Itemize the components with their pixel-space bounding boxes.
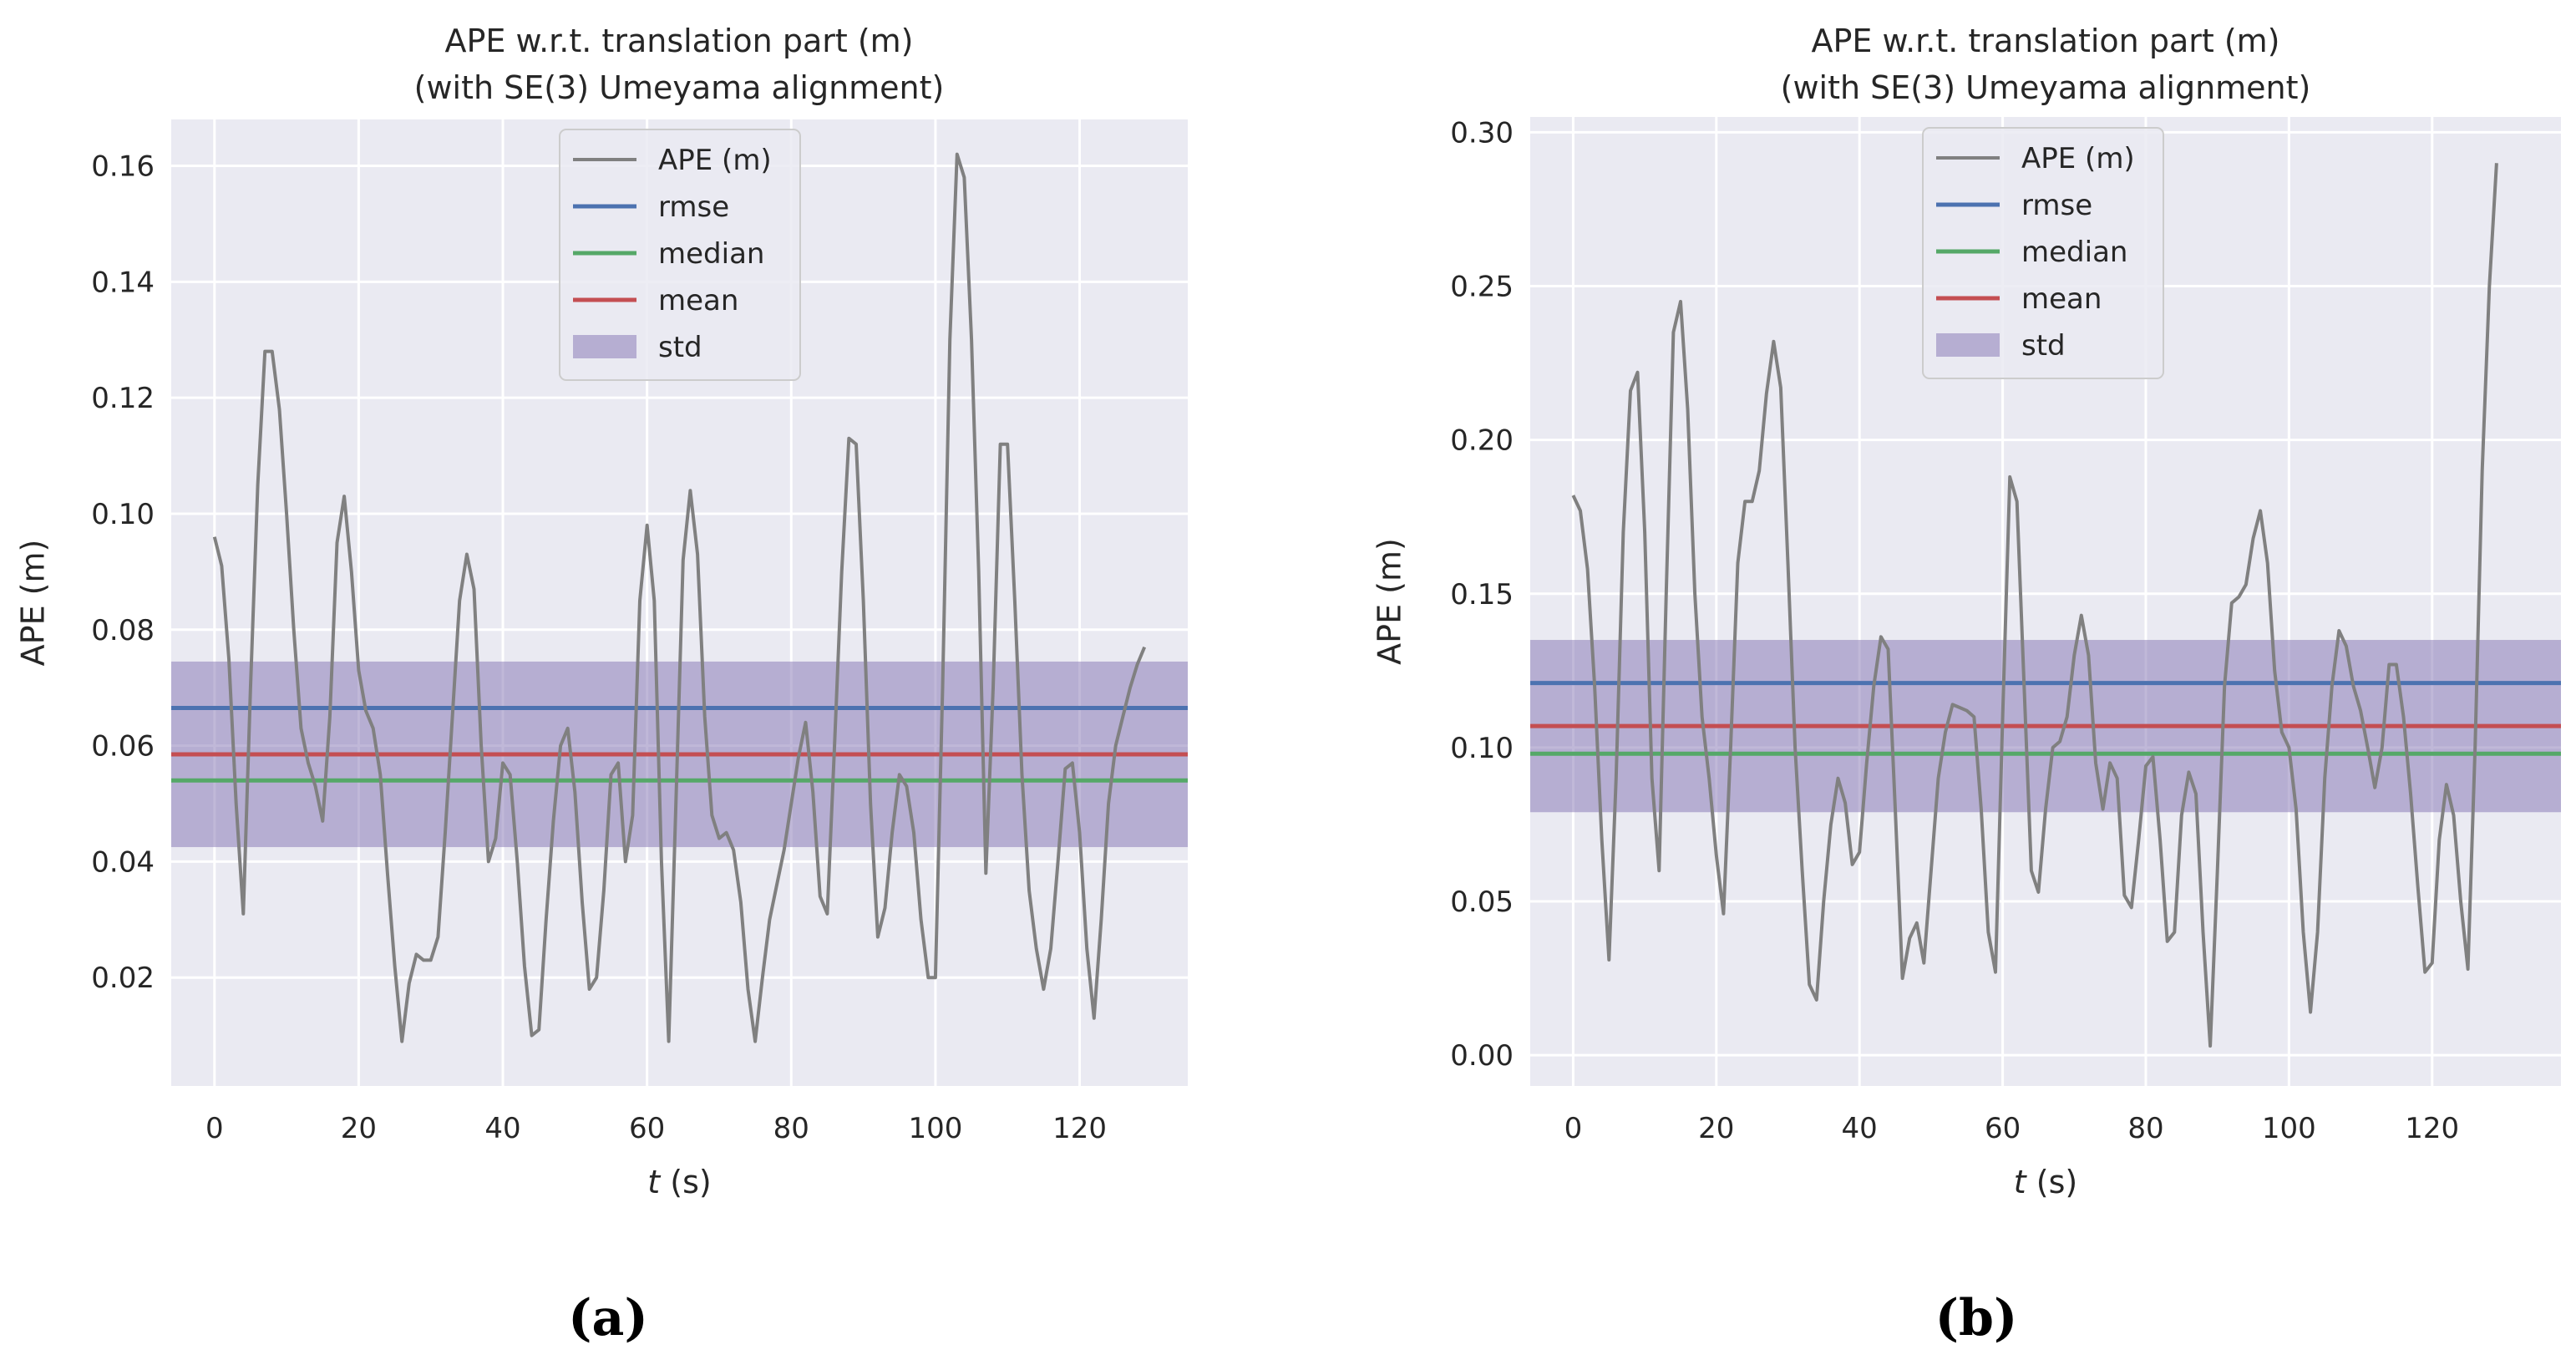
ape-series-line [1571, 163, 2498, 1048]
legend-swatch-std [1936, 333, 2000, 357]
y-tick-label: 0.00 [1450, 1039, 1514, 1073]
legend-label-std: std [2021, 329, 2066, 363]
y-tick-label: 0.15 [1450, 578, 1514, 611]
chart-panel-b: 0 20 40 60 80 100 120 0.00 0.05 0.10 0.15 0.20 0.25 0… [1372, 23, 2561, 1347]
x-tick-label: 60 [629, 1112, 665, 1145]
x-tick-label: 20 [341, 1112, 377, 1145]
y-tick-label: 0.10 [91, 498, 155, 531]
legend-label-ape: APE (m) [2021, 142, 2135, 175]
x-tick-label: 80 [2127, 1112, 2163, 1145]
y-tick-label: 0.25 [1450, 271, 1514, 304]
y-tick-label: 0.30 [1450, 116, 1514, 150]
y-tick-label: 0.20 [1450, 424, 1514, 458]
x-axis-label: t (s) [2014, 1164, 2077, 1200]
x-tick-label: 40 [484, 1112, 520, 1145]
y-tick-label: 0.10 [1450, 732, 1514, 765]
x-tick-label: 120 [1052, 1112, 1107, 1145]
x-tick-label: 80 [773, 1112, 809, 1145]
y-tick-label: 0.16 [91, 150, 155, 184]
legend-label-rmse: rmse [658, 190, 729, 224]
legend-label-std: std [658, 331, 702, 364]
x-tick-label: 120 [2405, 1112, 2459, 1145]
x-tick-label: 0 [1564, 1112, 1583, 1145]
y-tick-label: 0.06 [91, 730, 155, 764]
panel-caption: (b) [1935, 1289, 2018, 1347]
legend-swatch-std [573, 335, 636, 358]
legend-label-rmse: rmse [2021, 189, 2092, 222]
legend-label-ape: APE (m) [658, 144, 772, 177]
legend: APE (m) rmse median mean std [1922, 127, 2164, 379]
y-axis-label: APE (m) [15, 540, 52, 667]
legend-label-mean: mean [2021, 282, 2102, 316]
x-tick-label: 100 [908, 1112, 962, 1145]
x-tick-label: 60 [1985, 1112, 2021, 1145]
y-tick-label: 0.12 [91, 382, 155, 415]
x-tick-label: 40 [1842, 1112, 1878, 1145]
panel-caption: (a) [568, 1289, 648, 1347]
legend-label-median: median [2021, 236, 2127, 269]
legend: APE (m) rmse median mean std [559, 129, 801, 381]
chart-title: APE w.r.t. translation part (m) [444, 23, 913, 59]
legend-label-median: median [658, 237, 764, 271]
chart-title: APE w.r.t. translation part (m) [1811, 23, 2279, 59]
chart-panel-a: 0 20 40 60 80 100 120 0.02 0.04 0.06 0.08 0.10 0.12 0… [15, 23, 1188, 1347]
x-axis-label: t (s) [647, 1164, 711, 1200]
y-tick-label: 0.02 [91, 962, 155, 995]
y-tick-label: 0.08 [91, 614, 155, 647]
legend-box [559, 129, 801, 381]
ape-series-line [212, 152, 1147, 1043]
x-tick-label: 20 [1698, 1112, 1734, 1145]
legend-label-mean: mean [658, 284, 738, 317]
chart-subtitle: (with SE(3) Umeyama alignment) [1781, 69, 2311, 106]
chart-subtitle: (with SE(3) Umeyama alignment) [414, 69, 945, 106]
legend-box [1922, 127, 2164, 379]
y-axis-label: APE (m) [1372, 538, 1408, 665]
y-tick-label: 0.05 [1450, 885, 1514, 919]
y-tick-label: 0.04 [91, 845, 155, 879]
y-tick-label: 0.14 [91, 266, 155, 299]
x-tick-label: 0 [205, 1112, 224, 1145]
x-tick-label: 100 [2262, 1112, 2316, 1145]
